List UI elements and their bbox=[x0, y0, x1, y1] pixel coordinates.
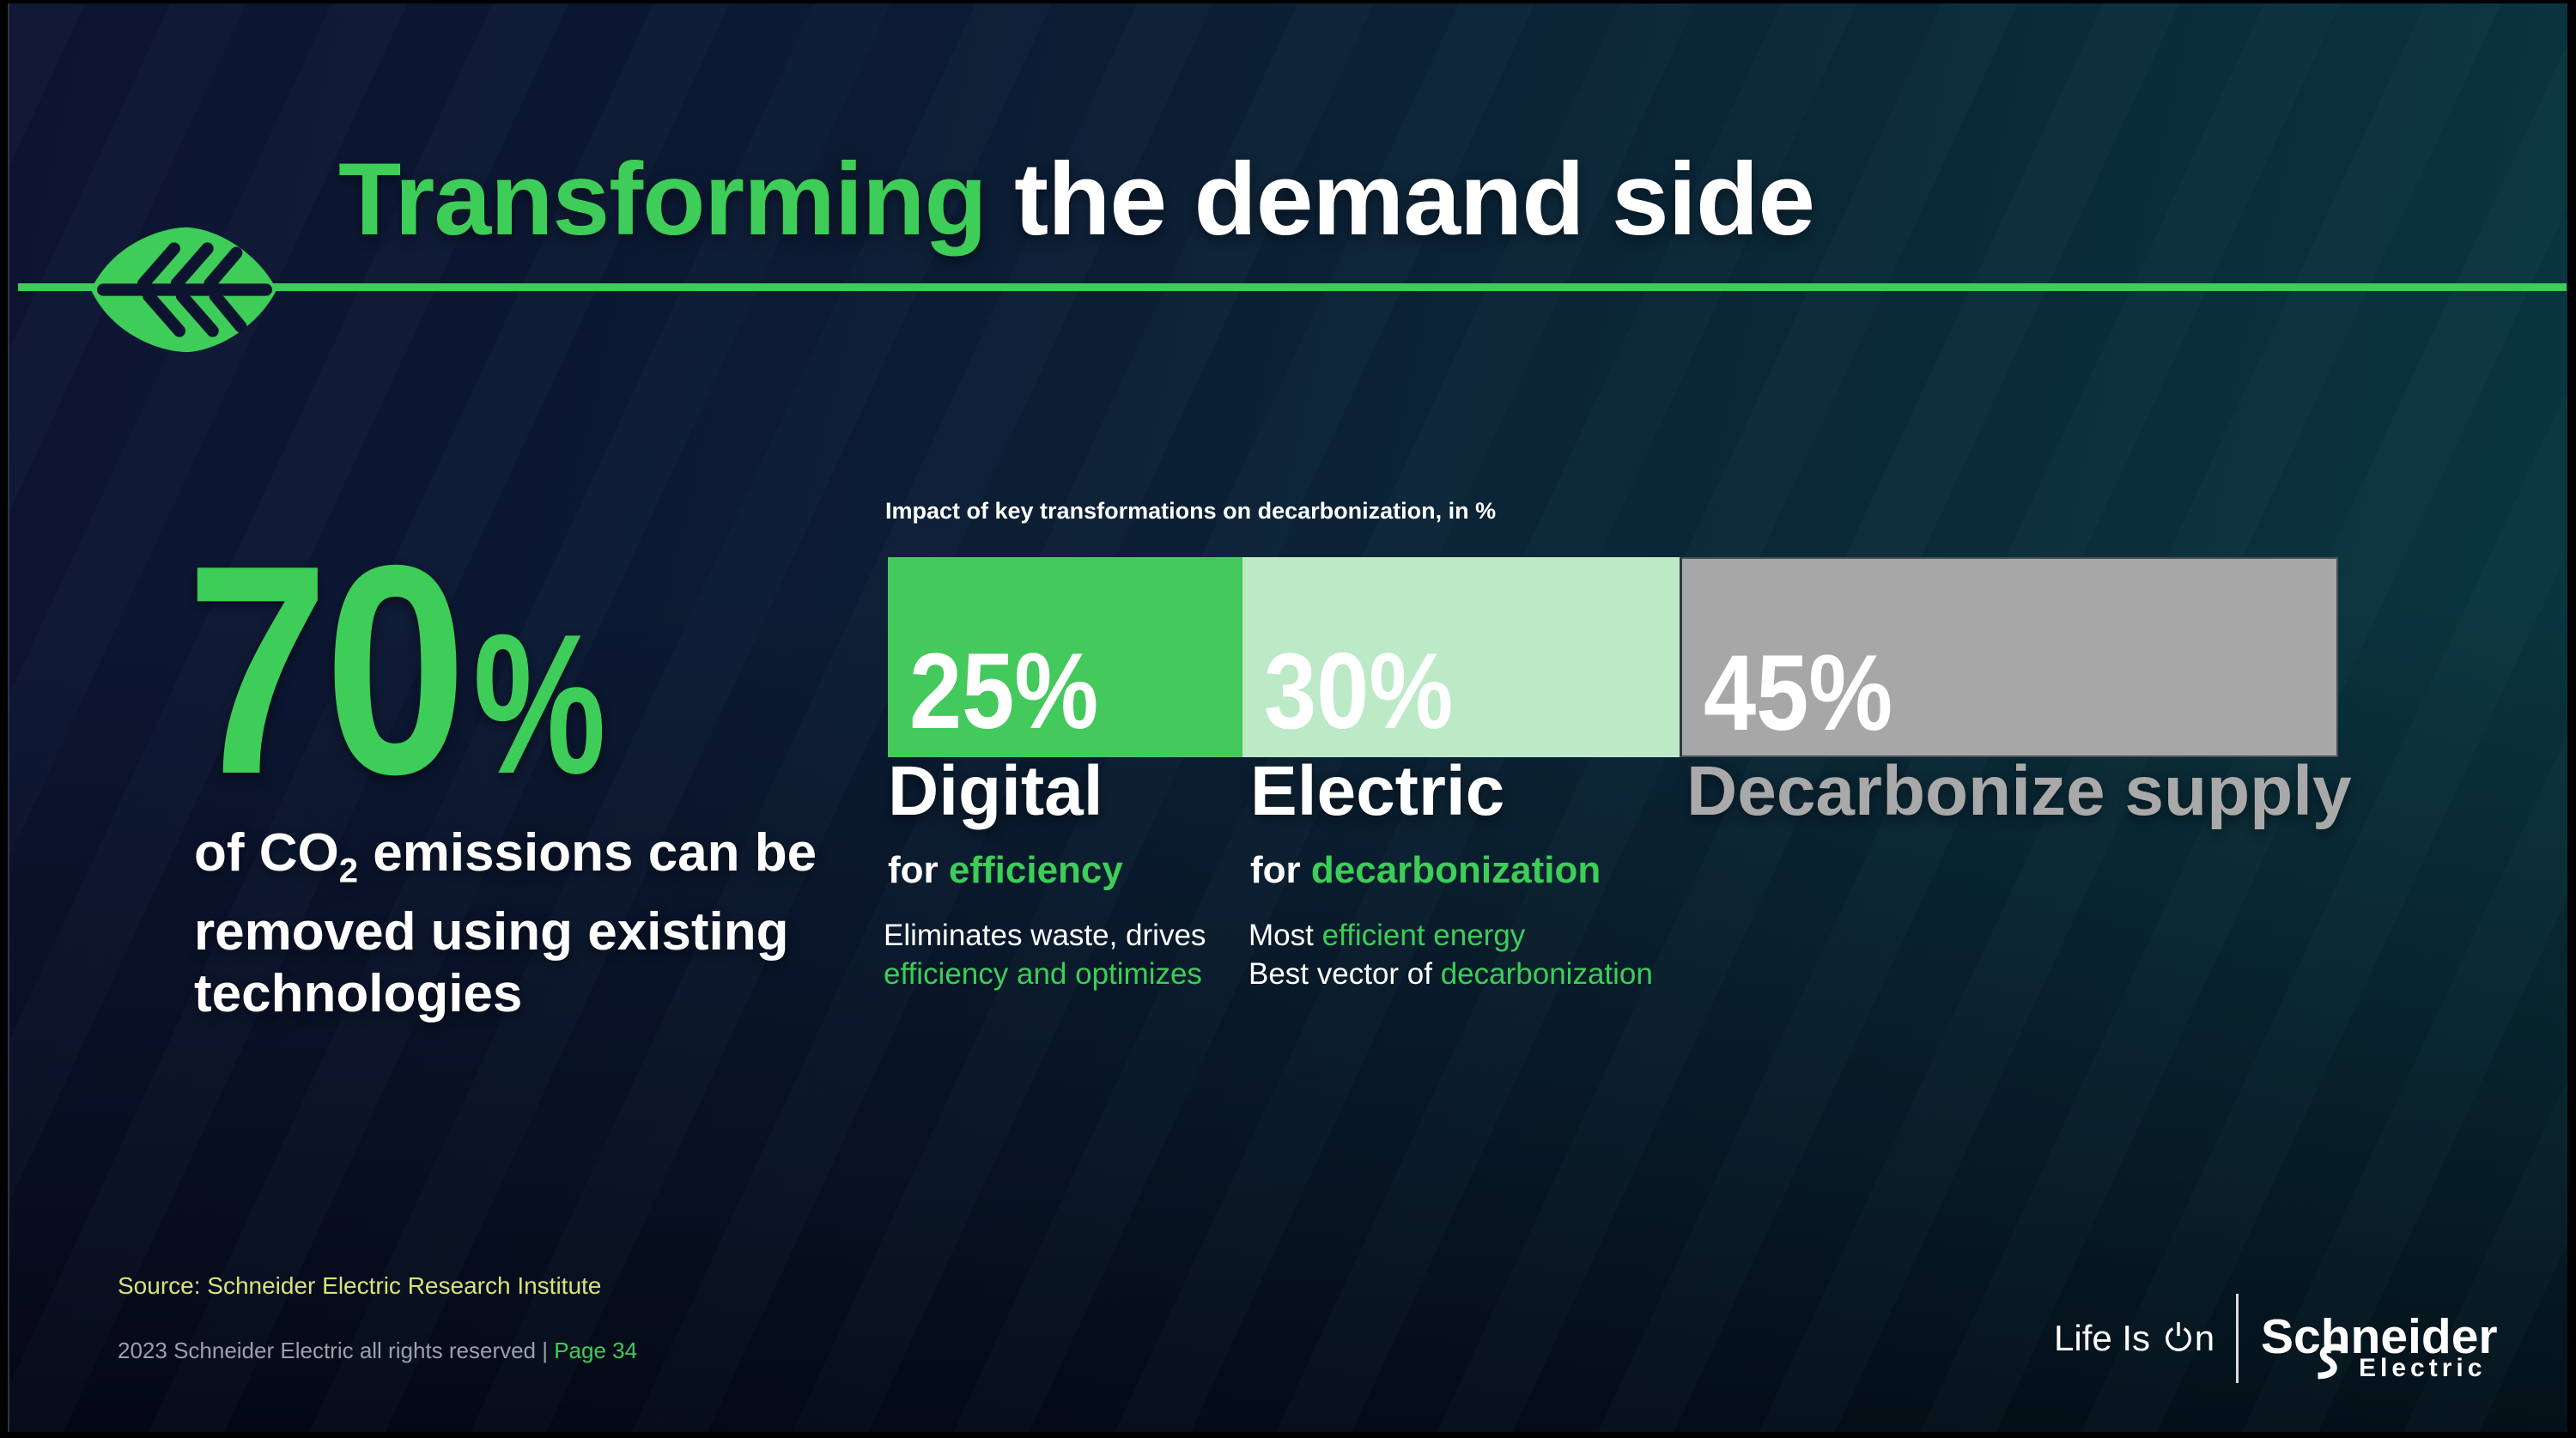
divider-line bbox=[18, 283, 2567, 291]
bar-label-electric: 30% bbox=[1264, 632, 1454, 751]
tagline-prefix: Life Is bbox=[2054, 1318, 2160, 1358]
stat-70-percent: 70% bbox=[186, 521, 650, 819]
stat-desc-subscript: 2 bbox=[338, 852, 358, 890]
desc-white-part: Most bbox=[1249, 919, 1322, 952]
stat-description-line3: technologies bbox=[194, 964, 523, 1024]
column-description-electric: Most efficient energy Best vector of dec… bbox=[1249, 916, 1653, 993]
subtitle-white-part: for bbox=[888, 849, 949, 891]
bar-label-digital: 25% bbox=[909, 632, 1099, 751]
stat-description-line2: removed using existing bbox=[194, 902, 789, 962]
title-highlight: Transforming bbox=[338, 142, 1015, 257]
copyright-line: 2023 Schneider Electric all rights reser… bbox=[118, 1338, 637, 1364]
description-line: Most efficient energy bbox=[1249, 916, 1653, 955]
life-is-on-tagline: Life Is n bbox=[2054, 1320, 2215, 1356]
copyright-text: 2023 Schneider Electric all rights reser… bbox=[118, 1338, 555, 1363]
bar-segment-digital: 25% bbox=[888, 557, 1242, 757]
description-line: Best vector of decarbonization bbox=[1249, 955, 1653, 993]
bar-segment-decarbonize-supply: 45% bbox=[1680, 557, 2338, 757]
page-title: Transforming the demand side bbox=[338, 148, 1815, 251]
tagline-suffix: n bbox=[2194, 1318, 2215, 1358]
desc-green-part: efficiency and optimizes bbox=[884, 957, 1202, 991]
page-number: Page 34 bbox=[554, 1338, 638, 1363]
stacked-bar: 25% 30% 45% bbox=[888, 557, 2338, 757]
subtitle-green-part: efficiency bbox=[948, 849, 1123, 891]
subtitle-green-part: decarbonization bbox=[1310, 849, 1601, 891]
stat-unit: % bbox=[472, 593, 606, 816]
source-note: Source: Schneider Electric Research Inst… bbox=[118, 1272, 602, 1299]
stat-description: of CO2 emissions can be removed using ex… bbox=[194, 822, 817, 1025]
bar-segment-electric: 30% bbox=[1242, 557, 1680, 757]
stat-description-line1: of CO2 emissions can be bbox=[194, 822, 817, 901]
schneider-wordmark: Schneider bbox=[2261, 1309, 2498, 1364]
desc-white-part: Eliminates waste, drives bbox=[884, 919, 1206, 952]
desc-white-part: Best vector of bbox=[1249, 957, 1441, 991]
brand-divider bbox=[2236, 1294, 2239, 1383]
electric-wordmark: Electric bbox=[2359, 1354, 2487, 1382]
schneider-emblem-icon bbox=[2318, 1344, 2346, 1380]
column-description-digital: Eliminates waste, drives efficiency and … bbox=[884, 916, 1206, 993]
title-rest: the demand side bbox=[1014, 142, 1815, 257]
slide: Transforming the demand side 70% of CO2 … bbox=[8, 3, 2567, 1432]
column-title-digital: Digital bbox=[888, 752, 1103, 830]
leaf-icon bbox=[90, 227, 277, 353]
desc-green-part: efficient energy bbox=[1321, 919, 1526, 952]
column-title-decarbonize-supply: Decarbonize supply bbox=[1686, 752, 2352, 830]
description-line: efficiency and optimizes bbox=[884, 955, 1206, 993]
stat-value: 70 bbox=[186, 503, 467, 836]
stat-desc-post: emissions can be bbox=[358, 823, 817, 883]
subtitle-white-part: for bbox=[1250, 849, 1311, 891]
description-line: Eliminates waste, drives bbox=[884, 916, 1206, 955]
column-subtitle-digital: for efficiency bbox=[888, 852, 1123, 889]
column-subtitle-electric: for decarbonization bbox=[1250, 852, 1601, 889]
power-icon bbox=[2165, 1322, 2191, 1351]
desc-green-part: decarbonization bbox=[1440, 957, 1653, 991]
column-title-electric: Electric bbox=[1250, 752, 1505, 830]
stat-desc-pre: of CO bbox=[194, 823, 339, 883]
bar-label-decarbonize-supply: 45% bbox=[1704, 634, 1893, 753]
chart-caption: Impact of key transformations on decarbo… bbox=[885, 498, 1497, 524]
